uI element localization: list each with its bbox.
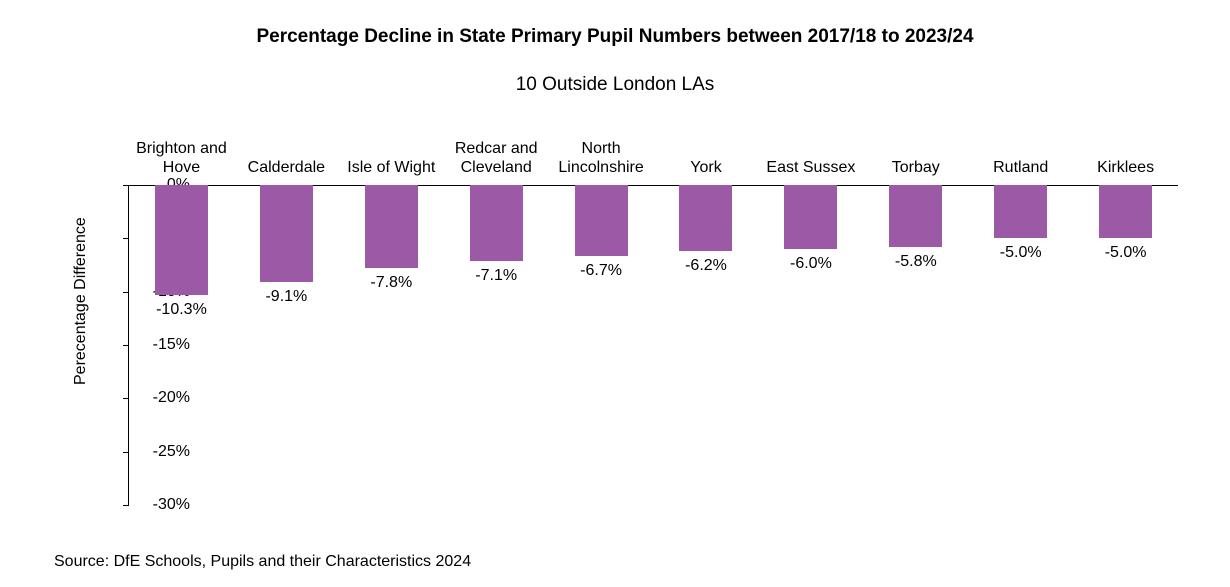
bar-slot: Isle of Wight-7.8% bbox=[339, 185, 444, 505]
y-axis-label: Perecentage Difference bbox=[72, 217, 90, 385]
category-label: East Sussex bbox=[751, 159, 871, 177]
bar-slot: Torbay-5.8% bbox=[863, 185, 968, 505]
bar-slot: Redcar and Cleveland-7.1% bbox=[444, 185, 549, 505]
value-label: -5.0% bbox=[1000, 244, 1042, 262]
category-label: North Lincolnshire bbox=[541, 140, 661, 177]
category-label: York bbox=[646, 159, 766, 177]
bar-slot: North Lincolnshire-6.7% bbox=[549, 185, 654, 505]
y-tick-mark bbox=[123, 505, 129, 506]
bar: -9.1% bbox=[260, 185, 313, 282]
category-label: Calderdale bbox=[226, 159, 346, 177]
bar: -6.0% bbox=[784, 185, 837, 249]
value-label: -5.8% bbox=[895, 253, 937, 271]
category-label: Torbay bbox=[856, 159, 976, 177]
bar: -6.7% bbox=[575, 185, 628, 256]
bar: -7.1% bbox=[470, 185, 523, 261]
bar-slot: Calderdale-9.1% bbox=[234, 185, 339, 505]
bar: -5.8% bbox=[889, 185, 942, 247]
value-label: -10.3% bbox=[156, 301, 207, 319]
bar-slot: Kirklees-5.0% bbox=[1073, 185, 1178, 505]
bars-container: Brighton and Hove-10.3%Calderdale-9.1%Is… bbox=[129, 185, 1178, 505]
category-label: Rutland bbox=[961, 159, 1081, 177]
category-label: Kirklees bbox=[1066, 159, 1186, 177]
value-label: -9.1% bbox=[265, 288, 307, 306]
chart-subtitle: 10 Outside London LAs bbox=[0, 48, 1230, 96]
bar-slot: Rutland-5.0% bbox=[968, 185, 1073, 505]
value-label: -5.0% bbox=[1105, 244, 1147, 262]
category-label: Isle of Wight bbox=[331, 159, 451, 177]
bar: -5.0% bbox=[1099, 185, 1152, 238]
bar-slot: East Sussex-6.0% bbox=[758, 185, 863, 505]
bar: -6.2% bbox=[679, 185, 732, 251]
bar: -7.8% bbox=[365, 185, 418, 268]
bar: -5.0% bbox=[994, 185, 1047, 238]
category-label: Brighton and Hove bbox=[121, 140, 241, 177]
bar: -10.3% bbox=[155, 185, 208, 295]
chart-plot: Perecentage Difference 0%-5%-10%-15%-20%… bbox=[58, 125, 1208, 520]
source-text: Source: DfE Schools, Pupils and their Ch… bbox=[54, 553, 471, 571]
bar-slot: York-6.2% bbox=[654, 185, 759, 505]
category-label: Redcar and Cleveland bbox=[436, 140, 556, 177]
value-label: -6.0% bbox=[790, 255, 832, 273]
value-label: -7.1% bbox=[475, 267, 517, 285]
value-label: -6.2% bbox=[685, 257, 727, 275]
value-label: -6.7% bbox=[580, 262, 622, 280]
value-label: -7.8% bbox=[370, 274, 412, 292]
plot-area: 0%-5%-10%-15%-20%-25%-30% Brighton and H… bbox=[128, 185, 1178, 505]
chart-title: Percentage Decline in State Primary Pupi… bbox=[0, 0, 1230, 48]
bar-slot: Brighton and Hove-10.3% bbox=[129, 185, 234, 505]
